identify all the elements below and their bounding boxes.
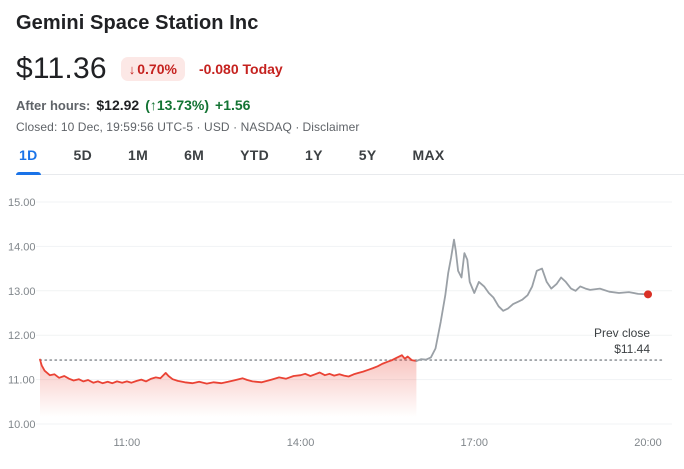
after-hours-line <box>415 238 649 362</box>
tab-1m[interactable]: 1M <box>125 147 151 174</box>
y-axis-label: 10.00 <box>8 419 36 431</box>
y-axis-label: 14.00 <box>8 241 36 253</box>
tab-6m[interactable]: 6M <box>181 147 207 174</box>
tab-1d[interactable]: 1D <box>16 147 41 175</box>
last-price-dot <box>644 290 652 299</box>
tab-1y[interactable]: 1Y <box>302 147 326 174</box>
after-hours-change: +1.56 <box>215 97 251 113</box>
after-hours-percent: (↑13.73%) <box>145 97 210 113</box>
price-row: $11.36 ↓ 0.70% -0.080 Today <box>16 50 668 88</box>
x-axis-label: 11:00 <box>113 437 140 449</box>
x-axis-label: 17:00 <box>461 437 489 449</box>
x-axis-label: 20:00 <box>634 437 662 449</box>
change-badge: ↓ 0.70% <box>120 57 185 81</box>
change-percent: 0.70% <box>137 61 177 77</box>
tab-5y[interactable]: 5Y <box>356 147 380 174</box>
market-status-text: Closed: 10 Dec, 19:59:56 UTC-5 · USD · N… <box>16 120 300 134</box>
chart-area: 15.00 14.00 13.00 12.00 11.00 10.00 11:00 14:00… <box>0 180 684 464</box>
y-axis-label: 13.00 <box>8 286 36 298</box>
arrow-down-icon: ↓ <box>128 61 136 77</box>
tab-max[interactable]: MAX <box>410 147 448 174</box>
y-axis-label: 15.00 <box>8 197 36 209</box>
regular-hours-line <box>39 354 418 385</box>
disclaimer-link[interactable]: Disclaimer <box>302 120 360 134</box>
tab-5d[interactable]: 5D <box>71 147 96 174</box>
x-axis-label: 14:00 <box>287 437 315 449</box>
after-hours-price: $12.92 <box>96 97 140 113</box>
prev-close-label: Prev close <box>594 326 650 340</box>
after-hours-row: After hours: $12.92 (↑13.73%) +1.56 <box>16 97 668 113</box>
y-axis-label: 12.00 <box>8 330 36 342</box>
time-range-tabs: 1D 5D 1M 6M YTD 1Y 5Y MAX <box>16 147 684 175</box>
current-price: $11.36 <box>16 52 107 85</box>
tab-ytd[interactable]: YTD <box>237 147 272 174</box>
market-status-row: Closed: 10 Dec, 19:59:56 UTC-5 · USD · N… <box>16 120 668 134</box>
page-title: Gemini Space Station Inc <box>16 12 259 34</box>
after-hours-label: After hours: <box>16 98 91 113</box>
change-today: -0.080 Today <box>198 61 283 77</box>
regular-hours-fill <box>40 355 417 424</box>
prev-close-value: $11.44 <box>614 342 650 356</box>
price-chart[interactable]: 15.00 14.00 13.00 12.00 11.00 10.00 11:00 14:00… <box>0 180 684 464</box>
y-axis-label: 11.00 <box>8 375 35 387</box>
